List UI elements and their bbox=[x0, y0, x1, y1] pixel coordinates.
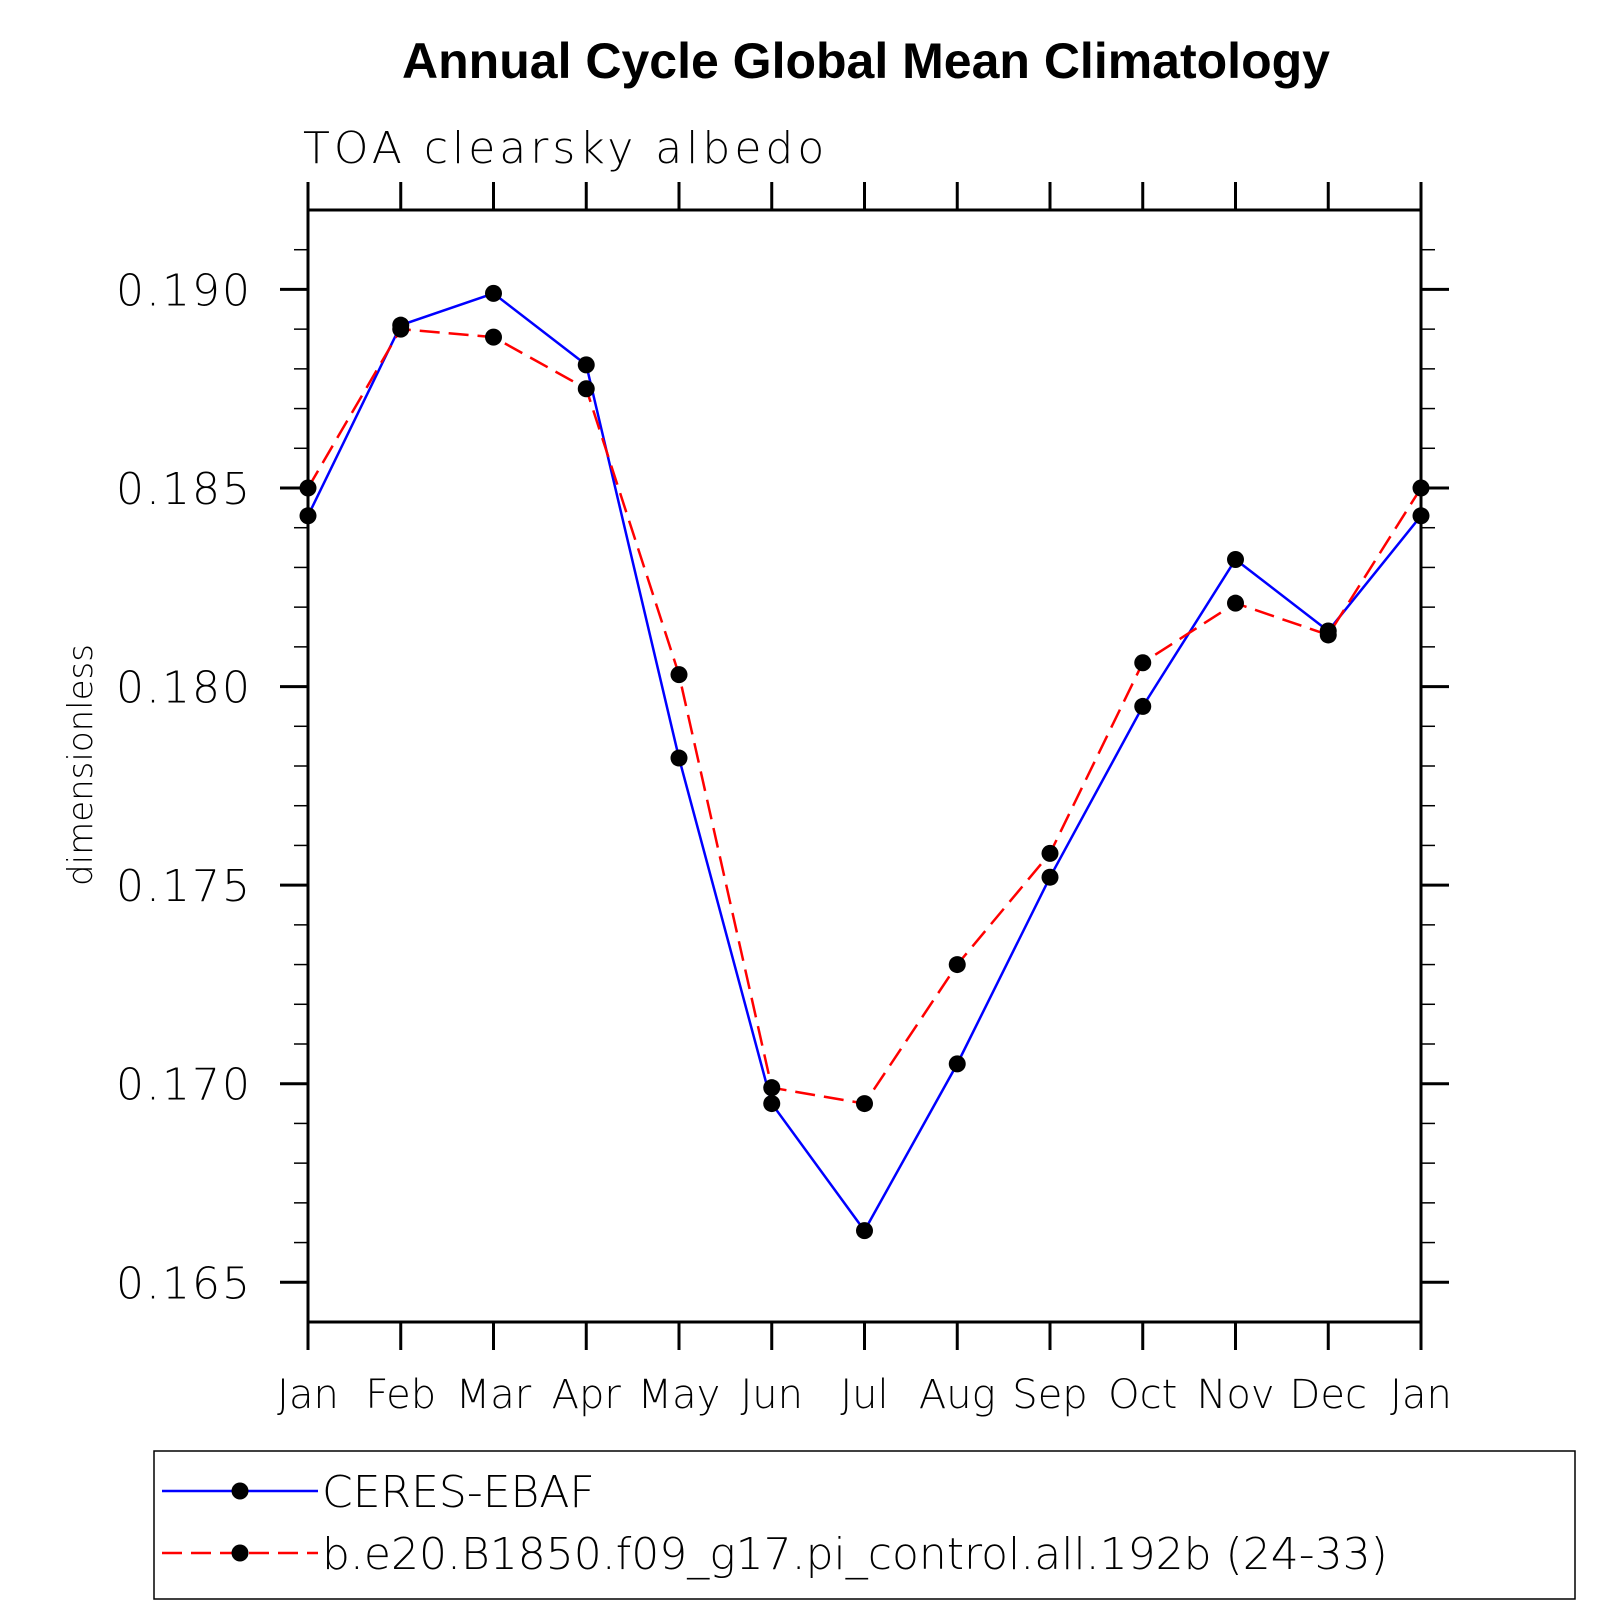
series-2-point bbox=[392, 320, 410, 338]
y-tick-label: 0.190 bbox=[116, 265, 252, 316]
series-1-point bbox=[948, 1055, 966, 1073]
series-1-point bbox=[1227, 550, 1244, 568]
y-tick-label: 0.180 bbox=[116, 663, 252, 714]
legend-box bbox=[153, 1450, 1576, 1600]
ticks-layer: Jan Feb Mar Apr May Jun Jul Aug Sep Oct Nov Dec Jan 0… bbox=[116, 182, 1452, 1418]
x-tick-label: Jan bbox=[277, 1372, 339, 1418]
series-1-point bbox=[1134, 697, 1152, 715]
y-tick-label: 0.165 bbox=[116, 1258, 252, 1309]
series-1-point bbox=[670, 749, 688, 767]
x-tick-label: Feb bbox=[365, 1372, 436, 1418]
legend-marker-2 bbox=[231, 1544, 249, 1562]
x-tick-label: Sep bbox=[1012, 1372, 1087, 1418]
legend-label-1: CERES-EBAF bbox=[322, 1467, 595, 1518]
x-tick-label: Nov bbox=[1196, 1372, 1274, 1418]
series-2-point bbox=[1227, 594, 1244, 612]
series-layer bbox=[299, 284, 1430, 1240]
series-1-point bbox=[299, 507, 317, 525]
series-1-point bbox=[1412, 507, 1430, 525]
legend: CERES-EBAF b.e20.B1850.f09_g17.pi_control… bbox=[153, 1450, 1576, 1600]
x-tick-label: Jul bbox=[840, 1372, 888, 1418]
chart-subtitle: TOA clearsky albedo bbox=[303, 123, 828, 174]
y-tick-label: 0.185 bbox=[116, 464, 252, 515]
series-1-point bbox=[856, 1222, 873, 1240]
legend-label-2: b.e20.B1850.f09_g17.pi_control.all.192b … bbox=[322, 1529, 1388, 1580]
series-1-point bbox=[485, 284, 502, 302]
series-1-point bbox=[577, 356, 595, 374]
x-tick-label: Mar bbox=[456, 1372, 532, 1418]
series-2-point bbox=[856, 1095, 873, 1113]
x-tick-label: Dec bbox=[1290, 1372, 1367, 1418]
series-2-point bbox=[763, 1079, 781, 1097]
y-axis-label: dimensionless bbox=[61, 644, 101, 886]
x-tick-label: Jan bbox=[1390, 1372, 1452, 1418]
series-1-point bbox=[763, 1095, 781, 1113]
series-2-point bbox=[485, 328, 502, 346]
series-1-point bbox=[1041, 868, 1059, 886]
series-2-point bbox=[670, 666, 688, 684]
series-2-point bbox=[299, 479, 317, 497]
series-2-point bbox=[1041, 844, 1059, 862]
x-tick-label: Aug bbox=[919, 1372, 996, 1418]
series-2-point bbox=[1134, 654, 1152, 672]
legend-marker-1 bbox=[231, 1482, 249, 1500]
x-tick-label: Oct bbox=[1108, 1372, 1177, 1418]
plot-frame bbox=[306, 208, 1423, 1324]
y-tick-label: 0.175 bbox=[116, 861, 252, 912]
x-tick-label: Jun bbox=[741, 1372, 804, 1418]
series-line-2 bbox=[306, 327, 1423, 1105]
x-tick-label: Apr bbox=[552, 1372, 622, 1418]
series-line-1 bbox=[306, 291, 1422, 1233]
series-2-point bbox=[577, 380, 595, 398]
series-2-point bbox=[1412, 479, 1430, 497]
chart-title: Annual Cycle Global Mean Climatology bbox=[402, 33, 1330, 89]
series-2-point bbox=[1319, 626, 1337, 644]
y-tick-label: 0.170 bbox=[116, 1060, 252, 1111]
x-tick-label: May bbox=[638, 1372, 721, 1418]
series-2-point bbox=[948, 956, 966, 974]
